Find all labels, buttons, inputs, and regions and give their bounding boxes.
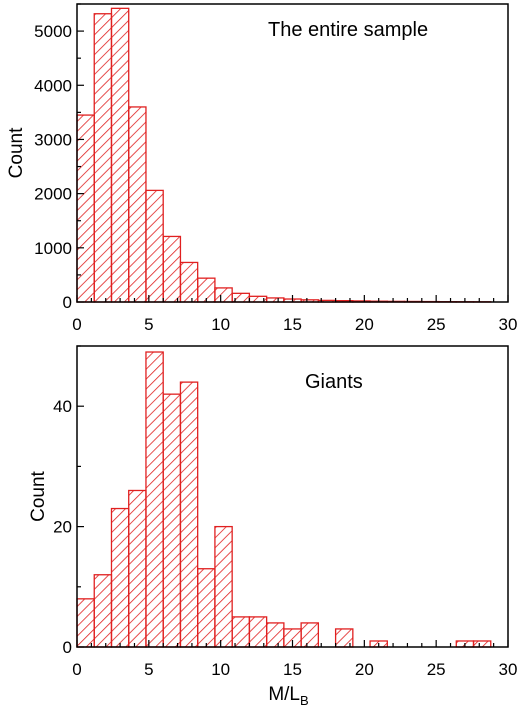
x-tick-label: 15 — [283, 660, 302, 679]
y-tick-label: 40 — [53, 397, 72, 416]
x-tick-label: 25 — [427, 660, 446, 679]
bottom-bars — [76, 351, 492, 648]
y-tick-label: 0 — [63, 638, 72, 657]
histogram-bar — [145, 351, 164, 648]
histogram-bar — [197, 568, 216, 648]
bottom-ticks: 0 5 10 15 20 25 30 0 20 40 — [53, 345, 518, 679]
y-tick-label: 0 — [63, 293, 72, 312]
bottom-x-axis-label: M/LB — [268, 684, 308, 708]
x-tick-label: 30 — [499, 315, 518, 334]
x-axis-label-main: M/L — [268, 684, 300, 705]
x-tick-label: 0 — [72, 315, 81, 334]
top-ticks: 0 5 10 15 20 25 30 0 1000 2000 3000 4000 5000 — [34, 3, 518, 334]
histogram-bar — [265, 622, 285, 648]
histogram-bar — [179, 261, 199, 303]
histogram-bar — [214, 525, 233, 648]
histogram-bar — [110, 7, 130, 303]
histogram-bar — [472, 640, 492, 648]
histogram-bar — [128, 106, 147, 303]
x-axis-label-subscript: B — [300, 693, 309, 708]
histogram-bar — [162, 235, 182, 303]
x-tick-label: 0 — [72, 660, 81, 679]
bottom-annotation: Giants — [305, 371, 363, 393]
histogram-bar — [110, 507, 130, 648]
x-tick-label: 25 — [427, 315, 446, 334]
y-tick-label: 1000 — [34, 239, 72, 258]
y-tick-label: 2000 — [34, 185, 72, 204]
histogram-bar — [248, 616, 268, 648]
histogram-bar — [214, 287, 233, 303]
x-tick-label: 20 — [355, 660, 374, 679]
histogram-bar — [76, 114, 95, 303]
histogram-bar — [231, 616, 251, 648]
bottom-y-axis-label: Count — [28, 470, 49, 521]
top-bars — [76, 7, 492, 303]
x-tick-label: 15 — [283, 315, 302, 334]
histogram-bar — [128, 489, 147, 648]
y-tick-label: 5000 — [34, 22, 72, 41]
histogram-bar — [93, 574, 113, 648]
top-annotation: The entire sample — [268, 19, 428, 41]
histogram-bar — [93, 13, 113, 303]
y-tick-label: 20 — [53, 518, 72, 537]
histogram-bar — [162, 393, 182, 648]
top-y-axis-label: Count — [6, 127, 27, 178]
y-tick-label: 4000 — [34, 76, 72, 95]
x-tick-label: 10 — [211, 660, 230, 679]
histogram-bar — [76, 598, 95, 648]
x-tick-label: 5 — [144, 315, 153, 334]
x-tick-label: 10 — [211, 315, 230, 334]
bottom-panel: 0 5 10 15 20 25 30 0 20 40 Giants Count M/LB — [28, 345, 518, 708]
x-tick-label: 5 — [144, 660, 153, 679]
top-panel: 0 5 10 15 20 25 30 0 1000 2000 3000 4000 5000 The en… — [6, 3, 518, 334]
histogram-bar — [179, 381, 199, 648]
histogram-bar — [300, 622, 320, 648]
x-tick-label: 20 — [355, 315, 374, 334]
histogram-bar — [145, 189, 164, 303]
x-tick-label: 30 — [499, 660, 518, 679]
y-tick-label: 3000 — [34, 130, 72, 149]
